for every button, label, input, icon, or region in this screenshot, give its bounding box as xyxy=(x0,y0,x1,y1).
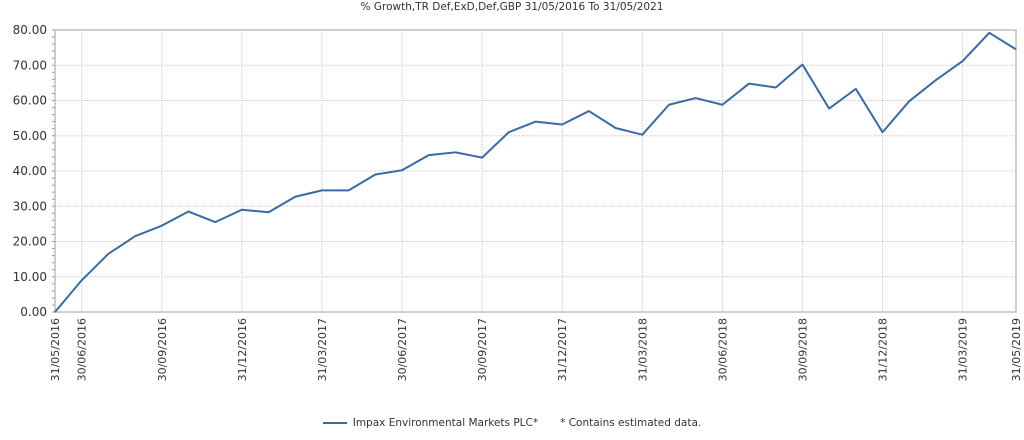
y-tick-label: 60.00 xyxy=(13,94,47,108)
y-tick-label: 50.00 xyxy=(13,129,47,143)
y-tick-label: 70.00 xyxy=(13,58,47,72)
y-tick-label: 40.00 xyxy=(13,164,47,178)
x-tick-label: 31/12/2017 xyxy=(556,318,569,381)
y-tick-label: 20.00 xyxy=(13,235,47,249)
x-tick-label: 31/12/2016 xyxy=(236,318,249,381)
y-tick-label: 10.00 xyxy=(13,270,47,284)
x-tick-label: 30/06/2018 xyxy=(716,318,729,381)
x-tick-label: 31/03/2017 xyxy=(316,318,329,381)
x-tick-label: 30/09/2018 xyxy=(796,318,809,381)
legend-series-label: Impax Environmental Markets PLC* xyxy=(352,417,539,429)
legend-swatch xyxy=(322,422,347,424)
x-tick-label: 30/09/2016 xyxy=(156,318,169,381)
y-tick-label: 80.00 xyxy=(13,23,47,37)
x-tick-label: 30/06/2016 xyxy=(76,318,89,381)
x-tick-label: 31/03/2018 xyxy=(636,318,649,381)
x-tick-label: 31/05/2016 xyxy=(49,318,62,381)
x-tick-label: 31/05/2019 xyxy=(1010,318,1023,381)
x-tick-label: 30/09/2017 xyxy=(476,318,489,381)
line-chart: 0.00 10.00 20.00 30.00 40.00 50.00 60.00 70.00 8… xyxy=(13,23,1023,381)
chart-title: % Growth,TR Def,ExD,Def,GBP 31/05/2016 T… xyxy=(360,1,664,13)
x-tick-label: 30/06/2017 xyxy=(396,318,409,381)
legend-note: * Contains estimated data. xyxy=(560,417,702,429)
y-tick-label: 0.00 xyxy=(20,305,47,319)
y-tick-label: 30.00 xyxy=(13,199,47,213)
x-tick-label: 31/12/2018 xyxy=(877,318,890,381)
x-tick-label: 31/03/2019 xyxy=(957,318,970,381)
legend: Impax Environmental Markets PLC* * Conta… xyxy=(0,417,1024,429)
